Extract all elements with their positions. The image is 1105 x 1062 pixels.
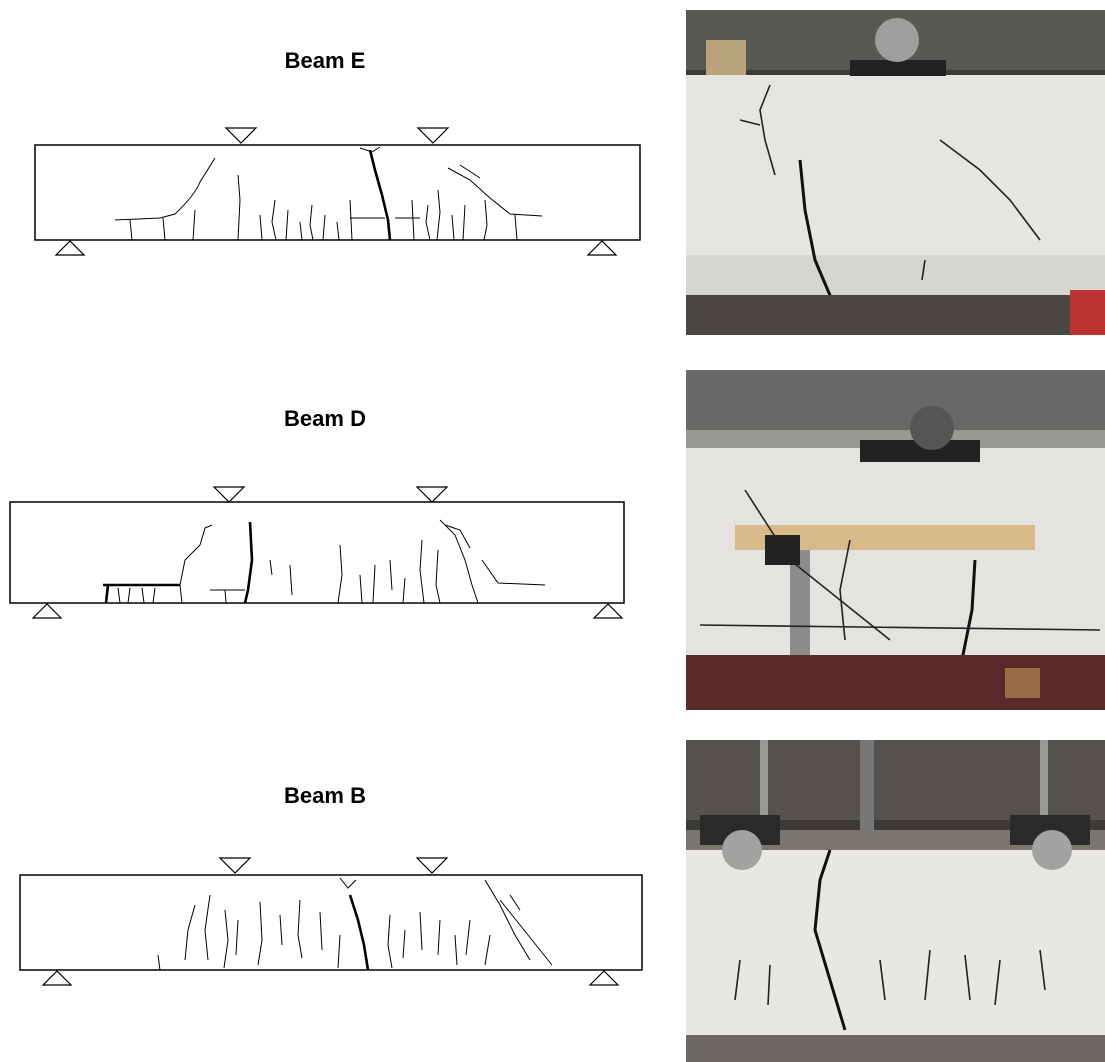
drawing-detail — [114, 157, 216, 221]
support — [31, 603, 63, 619]
photo-detail — [686, 1035, 1105, 1062]
drawing-detail — [509, 894, 521, 911]
drawing-detail — [129, 174, 353, 241]
load-point — [415, 857, 449, 874]
crack-pattern — [114, 146, 543, 241]
load-point — [224, 127, 258, 144]
drawing-detail — [269, 539, 441, 604]
panel-title: Beam B — [284, 783, 366, 808]
photo-detail — [686, 255, 1105, 295]
support — [41, 970, 73, 986]
photo-detail — [1040, 740, 1048, 830]
photo-detail — [910, 406, 954, 450]
photo-beam-d — [686, 370, 1105, 710]
drawing-detail — [339, 877, 357, 889]
photo-detail — [765, 535, 800, 565]
beam-outline — [34, 144, 641, 241]
photo-detail — [686, 370, 1105, 430]
panel-beam-b: Beam B — [19, 783, 643, 986]
drawing-detail — [368, 149, 392, 241]
photo-detail — [686, 740, 1105, 820]
photo-detail — [739, 119, 761, 126]
drawing-detail — [210, 589, 245, 604]
support — [592, 603, 624, 619]
crack-pattern — [157, 877, 553, 971]
photo-detail — [1070, 290, 1105, 335]
drawing-detail — [439, 519, 479, 604]
panel-beam-d: Beam D — [9, 406, 625, 619]
photo-detail — [734, 949, 1046, 1006]
photo-detail — [1005, 668, 1040, 698]
photo-detail — [686, 830, 1105, 852]
panel-title: Beam E — [285, 48, 366, 73]
drawing-detail — [179, 584, 183, 604]
photo-detail — [699, 624, 1101, 631]
photo-detail — [960, 559, 977, 661]
photo-detail — [686, 295, 1105, 335]
photo-detail — [686, 655, 1105, 710]
photo-detail — [798, 159, 834, 301]
photo-detail — [686, 430, 1105, 448]
panel-beam-e: Beam E — [34, 48, 641, 256]
photo-beam-e — [686, 10, 1105, 335]
drawing-detail — [243, 521, 254, 604]
drawing-detail — [444, 524, 471, 549]
support — [54, 240, 86, 256]
photo-detail — [1032, 830, 1072, 870]
load-point — [212, 486, 246, 503]
drawing-detail — [359, 146, 381, 153]
photo-detail — [839, 539, 851, 641]
photo-detail — [686, 75, 1105, 290]
photo-detail — [722, 830, 762, 870]
drawing-detail — [350, 189, 518, 241]
drawing-detail — [447, 167, 543, 217]
panel-title: Beam D — [284, 406, 366, 431]
drawing-detail — [157, 894, 341, 971]
load-point — [416, 127, 450, 144]
drawing-detail — [117, 587, 156, 604]
photo-detail — [759, 84, 776, 176]
drawing-detail — [481, 559, 546, 586]
load-point — [218, 857, 252, 874]
photo-detail — [686, 850, 1105, 1035]
beam-outline — [9, 501, 625, 604]
drawing-detail — [348, 894, 370, 971]
photo-detail — [921, 259, 926, 281]
photo-detail — [860, 740, 874, 830]
drawing-detail — [484, 879, 531, 961]
drawing-detail — [387, 911, 491, 969]
crack-pattern — [103, 519, 546, 604]
load-point — [415, 486, 449, 503]
drawing-detail — [459, 164, 481, 179]
photo-detail — [875, 18, 919, 62]
photo-detail — [744, 489, 891, 641]
photo-detail — [813, 849, 847, 1031]
photo-detail — [850, 60, 946, 76]
photo-detail — [939, 139, 1041, 241]
photo-beam-b — [686, 740, 1105, 1062]
support — [586, 240, 618, 256]
beam-outline — [19, 874, 643, 971]
drawing-detail — [499, 899, 553, 966]
photo-detail — [860, 440, 980, 462]
support — [588, 970, 620, 986]
drawing-detail — [103, 583, 180, 604]
photo-detail — [760, 740, 768, 830]
drawing-detail — [179, 524, 213, 586]
